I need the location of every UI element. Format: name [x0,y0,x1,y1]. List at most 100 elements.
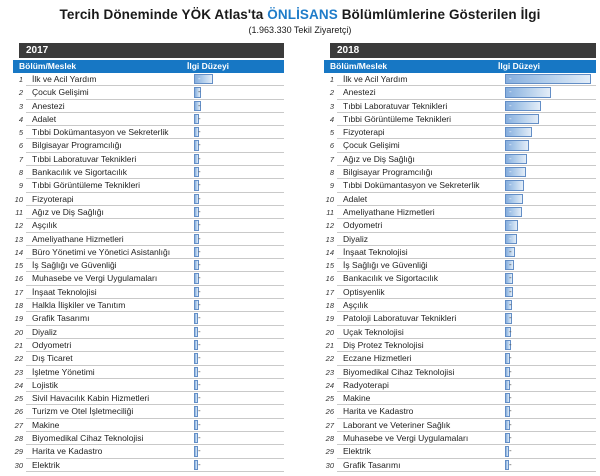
interest-level-cell[interactable]: - [194,113,284,127]
department-name-cell[interactable]: Bilgisayar Programcılığı [337,166,505,180]
interest-level-cell[interactable]: - [194,193,284,206]
interest-level-cell[interactable]: - [505,246,596,260]
department-name-cell[interactable]: Tıbbi Görüntüleme Teknikleri [26,179,194,193]
department-name-cell[interactable]: Tıbbi Laboratuvar Teknikleri [337,100,505,113]
department-name-cell[interactable]: Fizyoterapi [26,193,194,206]
department-name-cell[interactable]: Odyometri [337,219,505,233]
department-name-cell[interactable]: Ameliyathane Hizmetleri [337,206,505,220]
interest-level-cell[interactable]: - [194,166,284,180]
interest-level-cell[interactable]: - [194,352,284,366]
interest-level-cell[interactable]: - [505,326,596,339]
interest-level-cell[interactable]: - [194,179,284,193]
interest-level-cell[interactable]: - [505,206,596,220]
department-column-header[interactable]: Bölüm/Meslek [19,61,77,71]
interest-level-cell[interactable]: - [505,405,596,419]
interest-level-cell[interactable]: - [505,366,596,379]
interest-level-cell[interactable]: - [194,246,284,260]
interest-level-cell[interactable]: - [194,366,284,379]
interest-level-cell[interactable]: - [505,193,596,206]
department-name-cell[interactable]: Bankacılık ve Sigortacılık [26,166,194,180]
department-name-cell[interactable]: Optisyenlik [337,286,505,300]
department-name-cell[interactable]: Bankacılık ve Sigortacılık [337,272,505,286]
department-name-cell[interactable]: Adalet [337,193,505,206]
interest-level-cell[interactable]: - [194,379,284,393]
interest-level-cell[interactable]: - [194,126,284,140]
interest-level-cell[interactable]: - [505,139,596,153]
interest-level-cell[interactable]: - [194,339,284,353]
department-name-cell[interactable]: Aşçılık [26,219,194,233]
interest-level-cell[interactable]: - [505,459,596,472]
department-name-cell[interactable]: Tıbbi Laboratuvar Teknikleri [26,153,194,167]
interest-level-cell[interactable]: - [505,100,596,113]
department-name-cell[interactable]: Grafik Tasarımı [337,459,505,472]
department-name-cell[interactable]: Ameliyathane Hizmetleri [26,233,194,246]
interest-level-cell[interactable]: - [194,432,284,446]
interest-level-cell[interactable]: - [194,219,284,233]
department-name-cell[interactable]: Tıbbi Dokümantasyon ve Sekreterlik [337,179,505,193]
interest-level-cell[interactable]: - [505,73,596,87]
department-name-cell[interactable]: Bilgisayar Programcılığı [26,139,194,153]
department-name-cell[interactable]: Ağız ve Diş Sağlığı [26,206,194,220]
interest-column-header[interactable]: İlgi Düzeyi [187,61,230,71]
interest-level-cell[interactable]: - [194,233,284,246]
department-name-cell[interactable]: Tıbbi Görüntüleme Teknikleri [337,113,505,127]
department-name-cell[interactable]: Adalet [26,113,194,127]
department-name-cell[interactable]: Biyomedikal Cihaz Teknolojisi [337,366,505,379]
department-name-cell[interactable]: Makine [26,419,194,433]
interest-level-cell[interactable]: - [194,405,284,419]
interest-level-cell[interactable]: - [505,352,596,366]
department-name-cell[interactable]: Muhasebe ve Vergi Uygulamaları [26,272,194,286]
interest-level-cell[interactable]: - [194,206,284,220]
interest-level-cell[interactable]: - [505,86,596,100]
department-name-cell[interactable]: Harita ve Kadastro [337,405,505,419]
department-name-cell[interactable]: Elektrik [26,459,194,472]
interest-level-cell[interactable]: - [505,432,596,446]
interest-level-cell[interactable]: - [505,113,596,127]
department-name-cell[interactable]: Halkla İlişkiler ve Tanıtım [26,299,194,313]
department-name-cell[interactable]: Eczane Hizmetleri [337,352,505,366]
department-name-cell[interactable]: Radyoterapi [337,379,505,393]
department-name-cell[interactable]: Diyaliz [26,326,194,339]
department-name-cell[interactable]: Makine [337,392,505,406]
interest-level-cell[interactable]: - [505,445,596,459]
interest-level-cell[interactable]: - [505,379,596,393]
interest-level-cell[interactable]: - [194,392,284,406]
interest-level-cell[interactable]: - [505,259,596,273]
department-name-cell[interactable]: Grafik Tasarımı [26,312,194,326]
year-header-2018[interactable]: 2018 [330,43,596,58]
interest-level-cell[interactable]: - [194,286,284,300]
department-name-cell[interactable]: İlk ve Acil Yardım [337,73,505,87]
department-name-cell[interactable]: Aşçılık [337,299,505,313]
department-name-cell[interactable]: Laborant ve Veteriner Sağlık [337,419,505,433]
interest-level-cell[interactable]: - [505,339,596,353]
department-name-cell[interactable]: Biyomedikal Cihaz Teknolojisi [26,432,194,446]
interest-level-cell[interactable]: - [194,299,284,313]
department-name-cell[interactable]: İnşaat Teknolojisi [26,286,194,300]
department-name-cell[interactable]: Diş Protez Teknolojisi [337,339,505,353]
department-name-cell[interactable]: Çocuk Gelişimi [26,86,194,100]
department-name-cell[interactable]: İlk ve Acil Yardım [26,73,194,87]
department-name-cell[interactable]: Fizyoterapi [337,126,505,140]
interest-level-cell[interactable]: - [194,259,284,273]
interest-level-cell[interactable]: - [194,272,284,286]
department-name-cell[interactable]: Sivil Havacılık Kabin Hizmetleri [26,392,194,406]
interest-level-cell[interactable]: - [505,233,596,246]
interest-level-cell[interactable]: - [505,299,596,313]
interest-level-cell[interactable]: - [194,419,284,433]
department-name-cell[interactable]: Patoloji Laboratuvar Teknikleri [337,312,505,326]
department-name-cell[interactable]: İşletme Yönetimi [26,366,194,379]
department-name-cell[interactable]: Çocuk Gelişimi [337,139,505,153]
interest-level-cell[interactable]: - [194,312,284,326]
department-name-cell[interactable]: Anestezi [26,100,194,113]
interest-column-header[interactable]: İlgi Düzeyi [498,61,541,71]
interest-level-cell[interactable]: - [505,272,596,286]
interest-level-cell[interactable]: - [505,166,596,180]
interest-level-cell[interactable]: - [505,179,596,193]
department-name-cell[interactable]: Anestezi [337,86,505,100]
department-name-cell[interactable]: Turizm ve Otel İşletmeciliği [26,405,194,419]
interest-level-cell[interactable]: - [505,286,596,300]
interest-level-cell[interactable]: - [194,459,284,472]
interest-level-cell[interactable]: - [505,219,596,233]
department-name-cell[interactable]: Elektrik [337,445,505,459]
interest-level-cell[interactable]: - [505,126,596,140]
